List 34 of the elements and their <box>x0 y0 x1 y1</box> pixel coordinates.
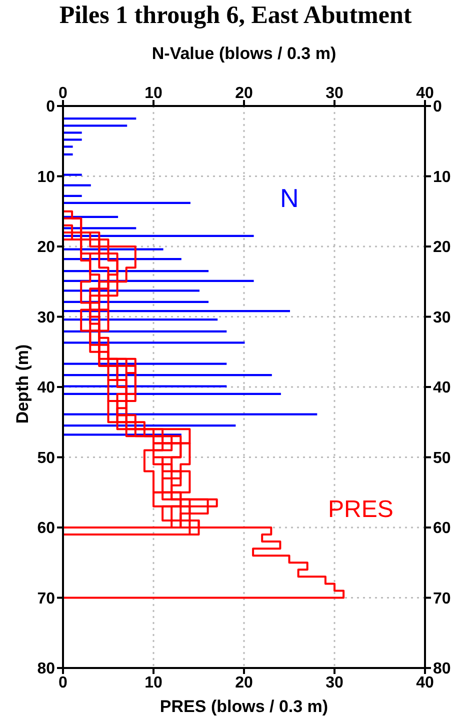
x2-tick-label: 20 <box>235 674 253 692</box>
x-tick-label: 30 <box>326 85 344 102</box>
y2-tick-label: 0 <box>433 98 442 116</box>
x2-axis-title: N-Value (blows / 0.3 m) <box>150 44 338 64</box>
y-tick-label: 80 <box>37 660 56 678</box>
series-label: PRES <box>328 496 394 524</box>
y-tick-label: 20 <box>37 239 56 256</box>
y2-tick-label: 10 <box>433 168 451 186</box>
y-axis-title: Depth (m) <box>13 343 33 426</box>
x-tick-label: 0 <box>58 85 68 102</box>
x-axis-title: PRES (blows / 0.3 m) <box>158 697 330 717</box>
x2-tick-label: 40 <box>416 674 434 692</box>
x2-tick-label: 0 <box>58 674 68 692</box>
y-tick-label: 50 <box>37 450 56 467</box>
y-tick-label: 40 <box>37 380 56 397</box>
y2-tick-label: 70 <box>433 590 451 608</box>
y2-tick-label: 60 <box>433 520 451 538</box>
x-tick-label: 10 <box>144 85 162 102</box>
x-tick-label: 20 <box>235 85 253 102</box>
y2-tick-label: 50 <box>433 450 451 467</box>
y-tick-label: 0 <box>46 98 56 116</box>
y-tick-label: 10 <box>37 168 56 186</box>
y2-tick-label: 40 <box>433 380 451 397</box>
chart-title: Piles 1 through 6, East Abutment <box>58 2 413 30</box>
series-label: N <box>280 183 299 214</box>
y2-tick-label: 20 <box>433 239 451 256</box>
y2-tick-label: 30 <box>433 309 451 326</box>
y-tick-label: 30 <box>37 309 56 326</box>
y-tick-label: 70 <box>37 590 56 608</box>
x-tick-label: 40 <box>416 85 434 102</box>
x2-tick-label: 30 <box>326 674 344 692</box>
y-tick-label: 60 <box>37 520 56 538</box>
x2-tick-label: 10 <box>144 674 162 692</box>
y2-tick-label: 80 <box>433 660 451 678</box>
